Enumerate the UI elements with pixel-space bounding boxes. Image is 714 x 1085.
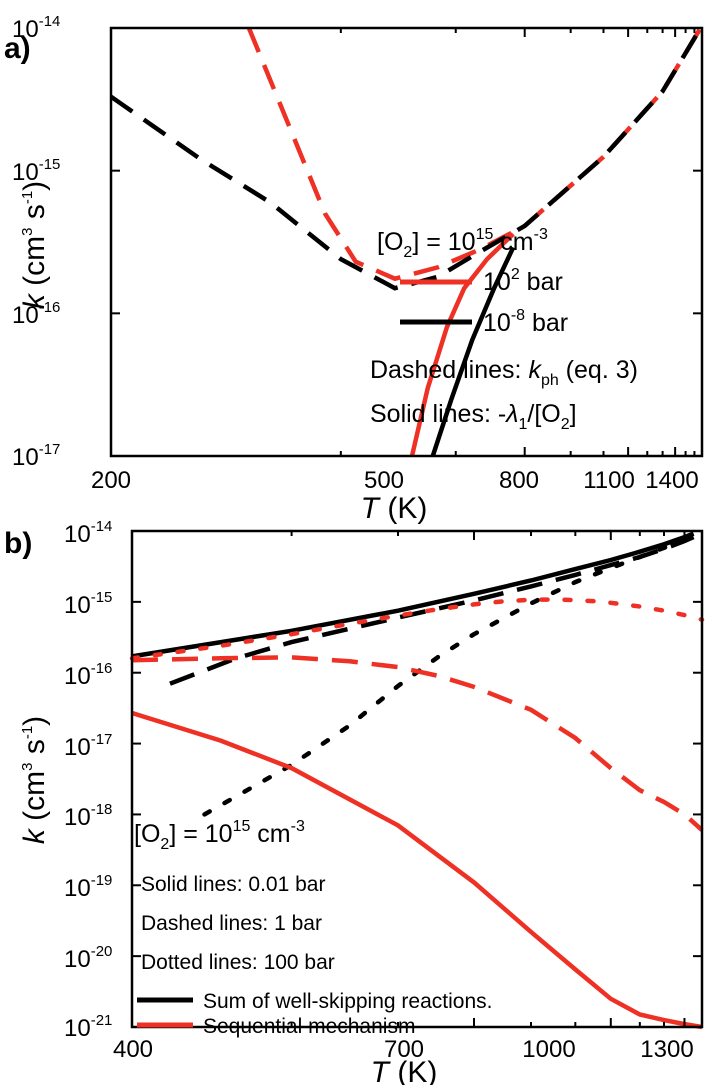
series-line-b-2: [202, 533, 696, 817]
panel-a-ytick-label: 10-17: [12, 441, 60, 471]
panel-b-xtick-label: 1000: [522, 1036, 575, 1063]
panel-b-legend-note-dotted: Dotted lines: 100 bar: [141, 951, 335, 974]
panel-a-xtick-label: 800: [499, 467, 539, 494]
panel-b-ytick-label: 10-17: [64, 731, 112, 761]
series-line-b-0: [131, 531, 695, 659]
panel-b-plot-frame: [130, 529, 704, 1029]
panel-a-legend: [O2] = 1015 cm-3 102 bar 10-8 bar Dashed…: [370, 226, 638, 433]
series-line-b-3: [131, 710, 703, 1030]
panel-a-legend-note-solid: Solid lines: -λ1/[O2]: [370, 400, 577, 433]
panel-a-y-axis-title: k (cm3 s-1): [18, 181, 51, 309]
panel-a-legend-entry-2: 10-8 bar: [483, 307, 568, 337]
panel-b-ytick-label: 10-21: [64, 1012, 112, 1042]
panel-b-xtick-label: 1300: [640, 1036, 693, 1063]
panel-a-legend-note-dashed: Dashed lines: kph (eq. 3): [370, 356, 638, 389]
panel-a-ytick-label: 10-14: [12, 13, 60, 43]
panel-a-label: a): [4, 32, 31, 65]
panel-a-x-axis-title: T (K): [361, 492, 428, 525]
panel-a-xtick-label: 200: [91, 467, 131, 494]
panel-b-series: [129, 531, 705, 1030]
panel-b-ytick-label: 10-20: [64, 943, 112, 973]
series-line-a-1: [109, 26, 703, 291]
panel-b-x-axis-title: T (K): [371, 1056, 438, 1085]
series-line-a-3: [430, 246, 516, 457]
panel-b: b) 10-14 10-15 10-16 10-17 10-18 10-19 1…: [4, 518, 705, 1085]
panel-a-legend-entry-1: 102 bar: [483, 266, 563, 296]
panel-b-legend: [O2] = 1015 cm-3 Solid lines: 0.01 bar D…: [134, 818, 492, 1038]
panel-b-y-axis-title: k (cm3 s-1): [18, 716, 51, 844]
panel-b-legend-note-dashed: Dashed lines: 1 bar: [141, 912, 322, 935]
panel-b-ytick-label: 10-16: [64, 660, 112, 690]
series-line-a-2: [409, 232, 515, 457]
panel-b-label: b): [4, 527, 32, 560]
panel-b-legend-note-solid: Solid lines: 0.01 bar: [141, 873, 325, 896]
panel-a-xtick-label: 500: [364, 467, 404, 494]
panel-b-ytick-label: 10-15: [64, 589, 112, 619]
panel-a-xtick-label: 1100: [583, 467, 635, 494]
panel-b-xtick-label: 400: [113, 1036, 153, 1063]
panel-a-ytick-label: 10-16: [12, 299, 60, 329]
panel-a: a) 10-14 10-15 10-16 10-17 200 500 800 1…: [4, 13, 704, 525]
panel-b-xtick-label: 700: [384, 1036, 424, 1063]
panel-a-ticks: [110, 27, 703, 457]
panel-b-legend-entry-1: Sum of well-skipping reactions.: [203, 990, 492, 1013]
panel-b-ytick-label: 10-19: [64, 872, 112, 902]
series-line-a-0: [246, 26, 703, 282]
panel-b-ytick-label: 10-14: [64, 518, 112, 548]
panel-b-legend-entry-2: Sequential mechanism: [203, 1015, 415, 1038]
panel-b-ytick-label: 10-18: [64, 801, 112, 831]
panel-a-plot-frame: [109, 26, 704, 458]
panel-a-legend-title: [O2] = 1015 cm-3: [377, 226, 548, 261]
series-line-b-4: [131, 655, 704, 832]
panel-a-xtick-label: 1400: [645, 467, 698, 494]
panel-a-series: [109, 26, 703, 457]
panel-a-ytick-label: 10-15: [12, 156, 60, 186]
panel-b-legend-title: [O2] = 1015 cm-3: [134, 818, 305, 853]
